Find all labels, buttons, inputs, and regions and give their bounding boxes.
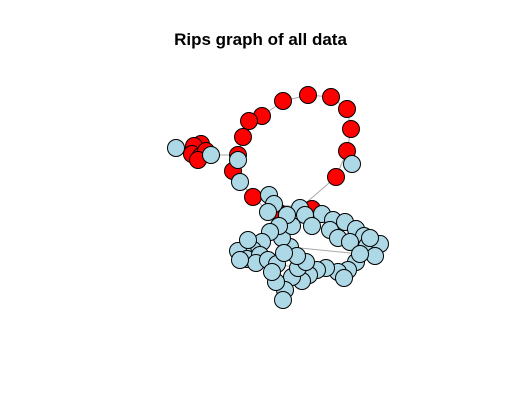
graph-title: Rips graph of all data [174,30,347,49]
graph-node-red [342,120,360,138]
graph-node-blue [167,139,185,157]
graph-node-red [234,128,252,146]
graph-nodes [167,86,389,309]
graph-node-blue [231,251,249,269]
graph-node-blue [335,269,353,287]
graph-node-red [322,88,340,106]
graph-node-blue [263,263,281,281]
graph-node-blue [274,291,292,309]
graph-node-red [338,100,356,118]
graph-node-blue [341,233,359,251]
graph-node-blue [366,247,384,265]
graph-edge [289,246,361,255]
graph-node-blue [343,155,361,173]
graph-node-blue [259,203,277,221]
graph-node-blue [229,151,247,169]
graph-node-blue [202,146,220,164]
graph-node-red [244,188,262,206]
graph-node-red [240,112,258,130]
graph-node-red [274,92,292,110]
graph-node-blue [231,173,249,191]
graph-node-blue [239,231,257,249]
graph-node-blue [361,229,379,247]
graph-node-blue [275,244,293,262]
graph-node-blue [303,217,321,235]
graph-node-blue [351,245,369,263]
graph-node-red [299,86,317,104]
graph-node-red [327,168,345,186]
